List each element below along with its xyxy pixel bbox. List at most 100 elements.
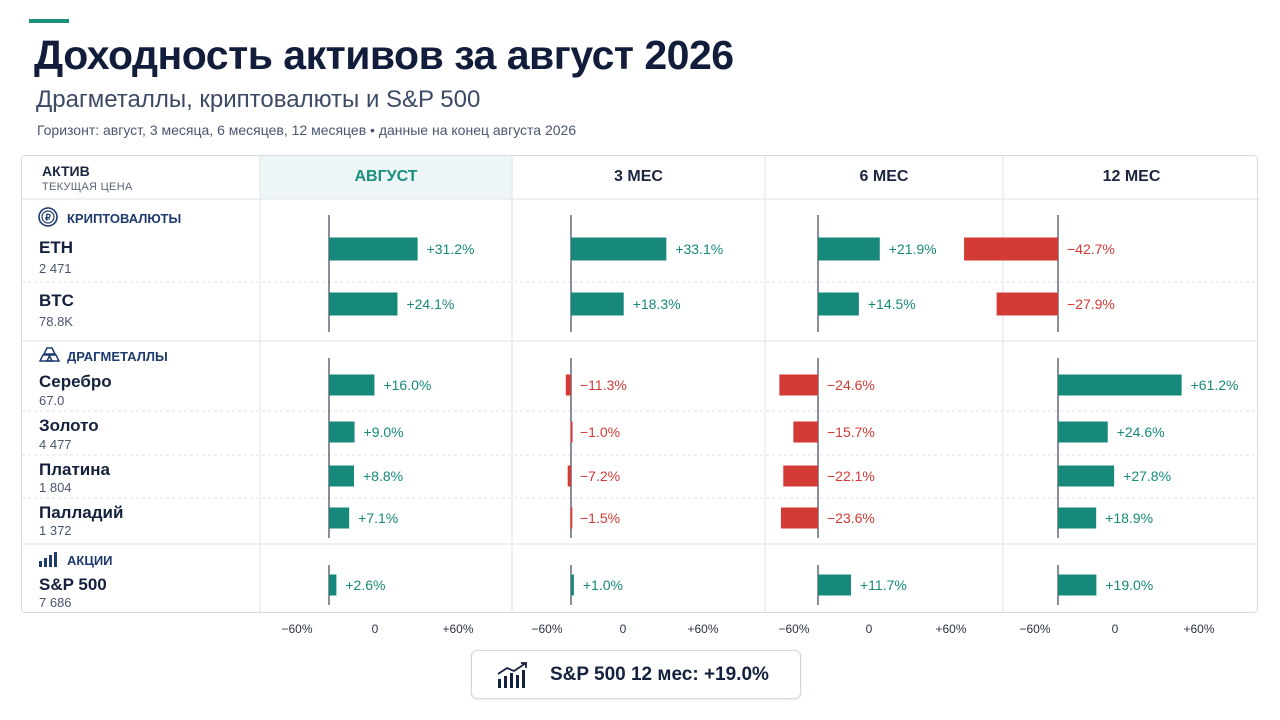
column-header-6m: 6 МЕС xyxy=(859,168,909,185)
category-metals: ДРАГМЕТАЛЛЫ xyxy=(37,345,168,368)
bar xyxy=(1058,507,1097,529)
data-label: +33.1% xyxy=(675,241,723,257)
asset-name-palladium: Палладий xyxy=(39,503,124,522)
data-label: +21.9% xyxy=(889,241,937,257)
data-label: +11.7% xyxy=(860,577,907,593)
column-header-12m: 12 МЕС xyxy=(1102,168,1161,185)
axis-tick-label: 0 xyxy=(1112,622,1119,636)
asset-price-gold: 4 477 xyxy=(39,437,72,452)
asset-name-silver: Серебро xyxy=(39,372,112,391)
data-label: +19.0% xyxy=(1105,577,1153,593)
summary-card: S&P 500 12 мес: +19.0% xyxy=(471,650,801,699)
category-crypto-label: КРИПТОВАЛЮТЫ xyxy=(67,211,182,226)
bar xyxy=(329,292,398,316)
data-label: +14.5% xyxy=(868,296,916,312)
data-label: +24.6% xyxy=(1117,424,1165,440)
data-label: +7.1% xyxy=(358,510,398,526)
bar xyxy=(329,237,418,261)
asset-name-sp500: S&P 500 xyxy=(39,575,107,594)
axis-tick-label: +60% xyxy=(935,622,966,636)
bar xyxy=(329,507,350,529)
category-crypto: ₽ КРИПТОВАЛЮТЫ xyxy=(37,206,181,231)
page-subtitle: Драгметаллы, криптовалюты и S&P 500 xyxy=(36,86,481,113)
highlighted-column-header-bg xyxy=(260,156,512,199)
data-label: −42.7% xyxy=(1067,241,1115,257)
category-metals-label: ДРАГМЕТАЛЛЫ xyxy=(67,349,168,364)
bar xyxy=(1058,421,1108,443)
asset-column-subheader: ТЕКУЩАЯ ЦЕНА xyxy=(42,181,133,193)
bar xyxy=(565,374,571,396)
data-label: −27.9% xyxy=(1067,296,1115,312)
page-title: Доходность активов за август 2026 xyxy=(34,32,734,78)
title-accent-line xyxy=(29,19,69,23)
bar xyxy=(329,465,354,487)
bar xyxy=(780,507,818,529)
data-label: −11.3% xyxy=(580,377,627,393)
data-label: +1.0% xyxy=(583,577,623,593)
bar xyxy=(571,574,574,596)
bar xyxy=(571,237,667,261)
asset-name-eth: ETH xyxy=(39,238,73,257)
asset-price-eth: 2 471 xyxy=(39,261,72,276)
bar xyxy=(996,292,1058,316)
asset-price-palladium: 1 372 xyxy=(39,523,72,538)
bar xyxy=(964,237,1058,261)
data-label: −15.7% xyxy=(827,424,875,440)
data-label: −23.6% xyxy=(827,510,875,526)
crypto-coin-icon: ₽ xyxy=(37,206,61,231)
gold-bars-icon xyxy=(37,345,61,368)
axis-tick-label: +60% xyxy=(687,622,718,636)
data-label: −1.0% xyxy=(580,424,620,440)
bar xyxy=(567,465,571,487)
page-meta: Горизонт: август, 3 месяца, 6 месяцев, 1… xyxy=(37,122,577,138)
data-label: +18.9% xyxy=(1105,510,1153,526)
asset-column-header: АКТИВ xyxy=(42,163,90,179)
bar xyxy=(779,374,818,396)
data-label: +61.2% xyxy=(1191,377,1239,393)
axis-tick-label: 0 xyxy=(372,622,379,636)
data-label: −24.6% xyxy=(827,377,875,393)
data-label: +16.0% xyxy=(383,377,431,393)
returns-table xyxy=(21,155,1258,613)
bar xyxy=(793,421,818,443)
data-label: +8.8% xyxy=(363,468,403,484)
asset-name-platinum: Платина xyxy=(39,460,110,479)
data-label: +24.1% xyxy=(406,296,454,312)
data-label: +2.6% xyxy=(345,577,385,593)
bar xyxy=(818,237,880,261)
data-label: +31.2% xyxy=(427,241,475,257)
axis-tick-label: +60% xyxy=(442,622,473,636)
trend-up-icon xyxy=(496,661,530,694)
bar xyxy=(818,574,851,596)
asset-name-gold: Золото xyxy=(39,416,99,435)
bar xyxy=(570,421,573,443)
bar-chart-icon xyxy=(37,550,61,571)
bar xyxy=(1058,374,1182,396)
asset-price-platinum: 1 804 xyxy=(39,480,72,495)
svg-text:₽: ₽ xyxy=(45,213,51,223)
column-header-3m: 3 МЕС xyxy=(614,168,663,185)
axis-tick-label: +60% xyxy=(1183,622,1214,636)
asset-price-silver: 67.0 xyxy=(39,393,65,408)
data-label: −22.1% xyxy=(827,468,875,484)
axis-tick-label: −60% xyxy=(531,622,562,636)
category-stocks-label: АКЦИИ xyxy=(67,553,113,568)
data-label: +27.8% xyxy=(1123,468,1171,484)
bar xyxy=(329,421,355,443)
data-label: +9.0% xyxy=(364,424,404,440)
axis-tick-label: 0 xyxy=(620,622,627,636)
data-label: +18.3% xyxy=(633,296,681,312)
bar xyxy=(570,507,573,529)
column-header-august: АВГУСТ xyxy=(354,168,418,185)
summary-text: S&P 500 12 мес: +19.0% xyxy=(550,664,769,685)
asset-price-sp500: 7 686 xyxy=(39,595,72,610)
bar xyxy=(1058,465,1115,487)
axis-tick-label: −60% xyxy=(778,622,809,636)
data-label: −1.5% xyxy=(580,510,620,526)
axis-tick-label: 0 xyxy=(866,622,873,636)
asset-name-btc: BTC xyxy=(39,291,74,310)
bar xyxy=(329,374,375,396)
data-label: −7.2% xyxy=(580,468,620,484)
bar xyxy=(1058,574,1097,596)
